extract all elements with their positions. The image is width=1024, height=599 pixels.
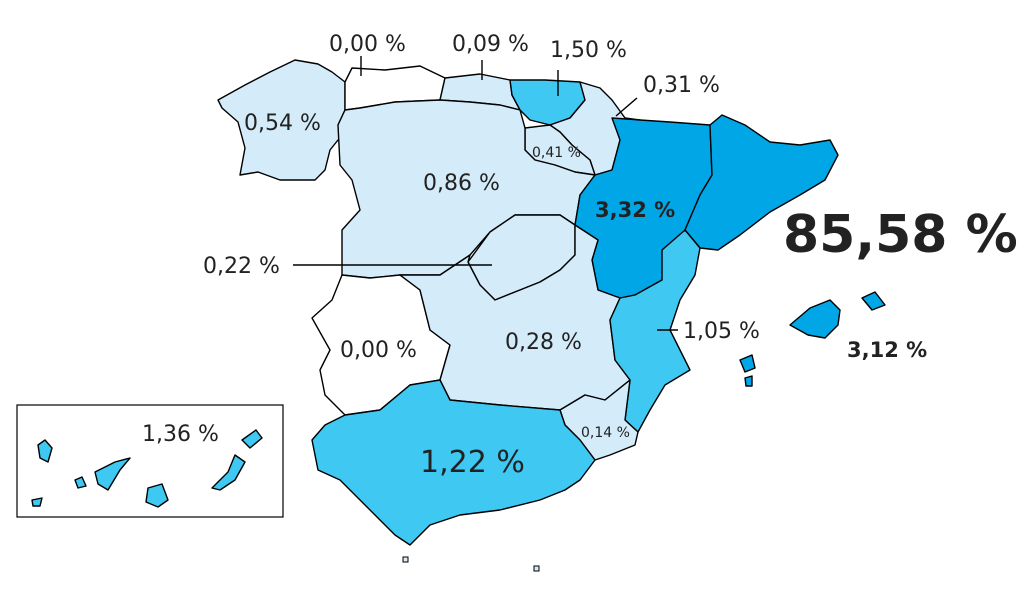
- label-valencia: 1,05 %: [683, 319, 760, 344]
- region-galicia[interactable]: [217, 59, 346, 181]
- label-murcia: 0,14 %: [581, 425, 630, 441]
- label-extremadura: 0,00 %: [340, 338, 417, 363]
- region-baleares[interactable]: [739, 291, 886, 387]
- label-cataluna: 85,58 %: [783, 205, 1018, 265]
- region-canarias[interactable]: [31, 429, 263, 508]
- islet-icon: [533, 565, 540, 572]
- region-cataluna[interactable]: [684, 114, 839, 251]
- label-castilla-leon: 0,86 %: [423, 171, 500, 196]
- region-valencia[interactable]: [609, 229, 701, 433]
- label-aragon: 3,32 %: [595, 198, 675, 222]
- label-canarias: 1,36 %: [142, 422, 219, 447]
- label-asturias: 0,00 %: [329, 32, 406, 57]
- region-andalucia[interactable]: [311, 379, 596, 546]
- label-castilla-la-mancha: 0,28 %: [505, 330, 582, 355]
- label-andalucia: 1,22 %: [420, 445, 525, 480]
- label-la-rioja: 0,41 %: [532, 145, 581, 161]
- label-pais-vasco: 1,50 %: [550, 38, 627, 63]
- leader-navarra: [615, 97, 638, 117]
- label-navarra: 0,31 %: [643, 73, 720, 98]
- canarias-inset-frame: [16, 404, 284, 518]
- label-madrid: 0,22 %: [203, 254, 280, 279]
- label-galicia: 0,54 %: [244, 111, 321, 136]
- label-cantabria: 0,09 %: [452, 32, 529, 57]
- islet-icon: [402, 556, 409, 563]
- label-baleares: 3,12 %: [847, 338, 927, 362]
